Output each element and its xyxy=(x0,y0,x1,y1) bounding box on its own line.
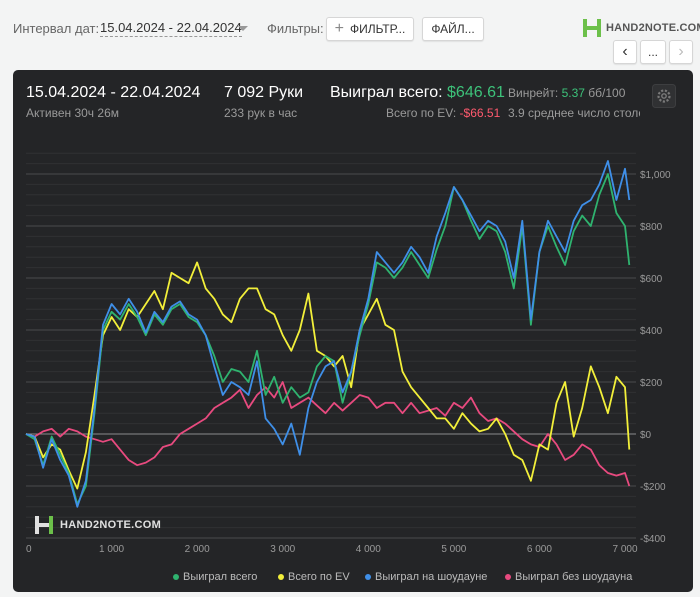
series-line-2 xyxy=(25,160,631,508)
legend-dot xyxy=(505,574,511,580)
y-tick-label: $200 xyxy=(640,378,663,389)
stats-hands-per-hour: 233 рук в час xyxy=(224,106,298,120)
filter-button[interactable]: + ФИЛЬТР... xyxy=(326,17,414,41)
y-tick-label: $600 xyxy=(640,274,663,285)
legend-label: Выиграл без шоудауна xyxy=(515,571,633,583)
forward-button[interactable]: › xyxy=(669,40,693,64)
watermark-text: HAND2NOTE.COM xyxy=(60,519,162,531)
graph-panel xyxy=(13,70,693,592)
x-tick-label: 5 000 xyxy=(441,544,466,555)
back-button[interactable]: ‹ xyxy=(613,40,637,64)
x-tick-label: 7 000 xyxy=(612,544,637,555)
avg-tables-clip: 3.9 среднее число столов xyxy=(508,103,640,121)
legend-item-ev[interactable]: Всего по EV xyxy=(278,570,350,584)
legend-dot xyxy=(278,574,284,580)
y-axis-labels: $1,000 $800 $600 $400 $200 $0 -$200 -$400 xyxy=(640,170,671,545)
x-tick-label: 6 000 xyxy=(527,544,552,555)
stats-won-total: Выиграл всего: $646.61 xyxy=(330,84,505,102)
stats-avg-tables: 3.9 среднее число столов xyxy=(508,106,640,120)
series-lines xyxy=(25,160,631,508)
y-tick-label: $1,000 xyxy=(640,170,671,181)
x-axis-labels: 0 1 000 2 000 3 000 4 000 5 000 6 000 7 000 xyxy=(26,544,638,555)
stats-active-time: Активен 30ч 26м xyxy=(26,106,119,120)
ev-label: Всего по EV: xyxy=(386,106,457,120)
chart-grid xyxy=(26,152,636,539)
hand2note-logo-icon xyxy=(583,19,601,37)
legend-item-nonshowdown[interactable]: Выиграл без шоудауна xyxy=(505,570,632,584)
brand-name: HAND2NOTE.COM xyxy=(606,22,700,34)
ev-value: -$66.51 xyxy=(459,106,501,120)
y-tick-label: $0 xyxy=(640,430,652,441)
stats-winrate: Винрейт: 5.37 бб/100 xyxy=(508,86,625,100)
x-tick-label: 3 000 xyxy=(270,544,295,555)
x-tick-label: 0 xyxy=(26,544,32,555)
more-button[interactable]: ... xyxy=(640,40,666,64)
legend-label: Всего по EV xyxy=(288,571,350,583)
legend-item-won[interactable]: Выиграл всего xyxy=(173,570,257,584)
filters-label: Фильтры: xyxy=(267,21,324,36)
more-button-label: ... xyxy=(647,45,658,59)
brand-logo: HAND2NOTE.COM xyxy=(582,18,700,38)
x-tick-label: 1 000 xyxy=(99,544,124,555)
y-tick-label: $400 xyxy=(640,326,663,337)
legend-item-showdown[interactable]: Выиграл на шоудауне xyxy=(365,570,487,584)
interval-label: Интервал дат: xyxy=(13,21,100,36)
winrate-value: 5.37 xyxy=(561,86,585,100)
legend-dot xyxy=(365,574,371,580)
stats-ev-total: Всего по EV: -$66.51 xyxy=(386,106,500,120)
gear-icon[interactable] xyxy=(652,84,676,108)
winrate-unit: бб/100 xyxy=(588,86,626,100)
x-tick-label: 2 000 xyxy=(185,544,210,555)
series-line-1 xyxy=(25,261,631,490)
watermark: HAND2NOTE.COM xyxy=(34,515,161,535)
filter-button-label: ФИЛЬТР... xyxy=(349,22,406,36)
toolbar: Интервал дат: 15.04.2024 - 22.04.2024 Фи… xyxy=(0,0,700,66)
legend-label: Выиграл всего xyxy=(183,571,258,583)
series-line-3 xyxy=(25,381,631,487)
chevron-left-icon: ‹ xyxy=(622,43,628,60)
stats-period: 15.04.2024 - 22.04.2024 xyxy=(26,84,201,101)
won-value: $646.61 xyxy=(447,84,505,101)
x-tick-label: 4 000 xyxy=(356,544,381,555)
stats-hands: 7 092 Руки xyxy=(224,84,304,101)
plus-icon: + xyxy=(334,20,344,37)
y-tick-label: -$200 xyxy=(640,482,666,493)
file-button[interactable]: ФАЙЛ... xyxy=(422,17,484,41)
y-tick-label: $800 xyxy=(640,222,663,233)
won-label: Выиграл всего: xyxy=(330,84,443,101)
chevron-down-icon[interactable] xyxy=(238,26,248,31)
chevron-right-icon: › xyxy=(678,43,684,60)
legend-label: Выиграл на шоудауне xyxy=(375,571,488,583)
file-button-label: ФАЙЛ... xyxy=(431,22,475,36)
winrate-label: Винрейт: xyxy=(508,86,559,100)
date-range-select[interactable]: 15.04.2024 - 22.04.2024 xyxy=(100,20,242,37)
watermark-logo-icon xyxy=(35,516,53,534)
y-tick-label: -$400 xyxy=(640,534,666,545)
legend-dot xyxy=(173,574,179,580)
